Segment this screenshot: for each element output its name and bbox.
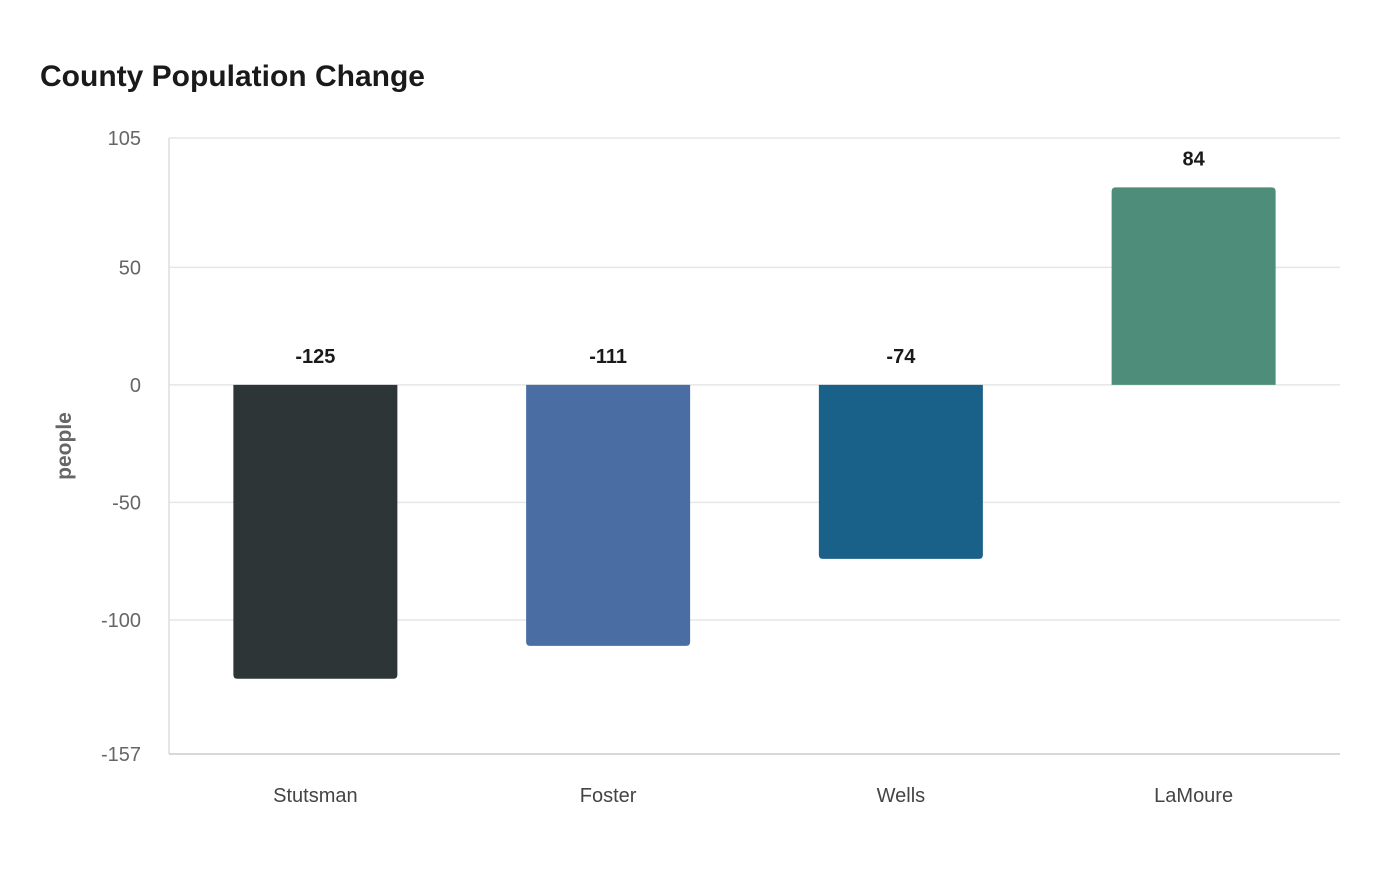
chart-title: County Population Change: [40, 60, 425, 93]
data-labels: -125 -111 -74 84: [295, 148, 1205, 367]
y-tick-label: -157: [101, 744, 141, 766]
y-tick-labels: 105 50 0 -50 -100 -157: [101, 128, 141, 766]
bar-stutsman: [233, 384, 398, 679]
y-axis-title: people: [53, 412, 76, 480]
x-tick-label: LaMoure: [1154, 785, 1233, 807]
data-label: -74: [886, 346, 916, 368]
bar-lamoure: [1111, 187, 1276, 385]
y-tick-label: -50: [112, 492, 141, 514]
y-tick-label: 0: [130, 375, 141, 397]
axes: [168, 138, 1340, 755]
data-label: -125: [295, 346, 335, 368]
x-tick-label: Foster: [580, 785, 637, 807]
x-tick-label: Stutsman: [273, 785, 357, 807]
x-category-labels: Stutsman Foster Wells LaMoure: [273, 785, 1233, 807]
data-label: -111: [589, 346, 627, 368]
y-tick-label: -100: [101, 610, 141, 632]
bars: [233, 187, 1276, 679]
y-tick-label: 50: [119, 257, 141, 279]
bar-foster: [526, 384, 691, 646]
data-label: 84: [1183, 148, 1206, 170]
bar-wells: [818, 384, 983, 559]
x-tick-label: Wells: [877, 785, 926, 807]
y-tick-label: 105: [108, 128, 141, 150]
